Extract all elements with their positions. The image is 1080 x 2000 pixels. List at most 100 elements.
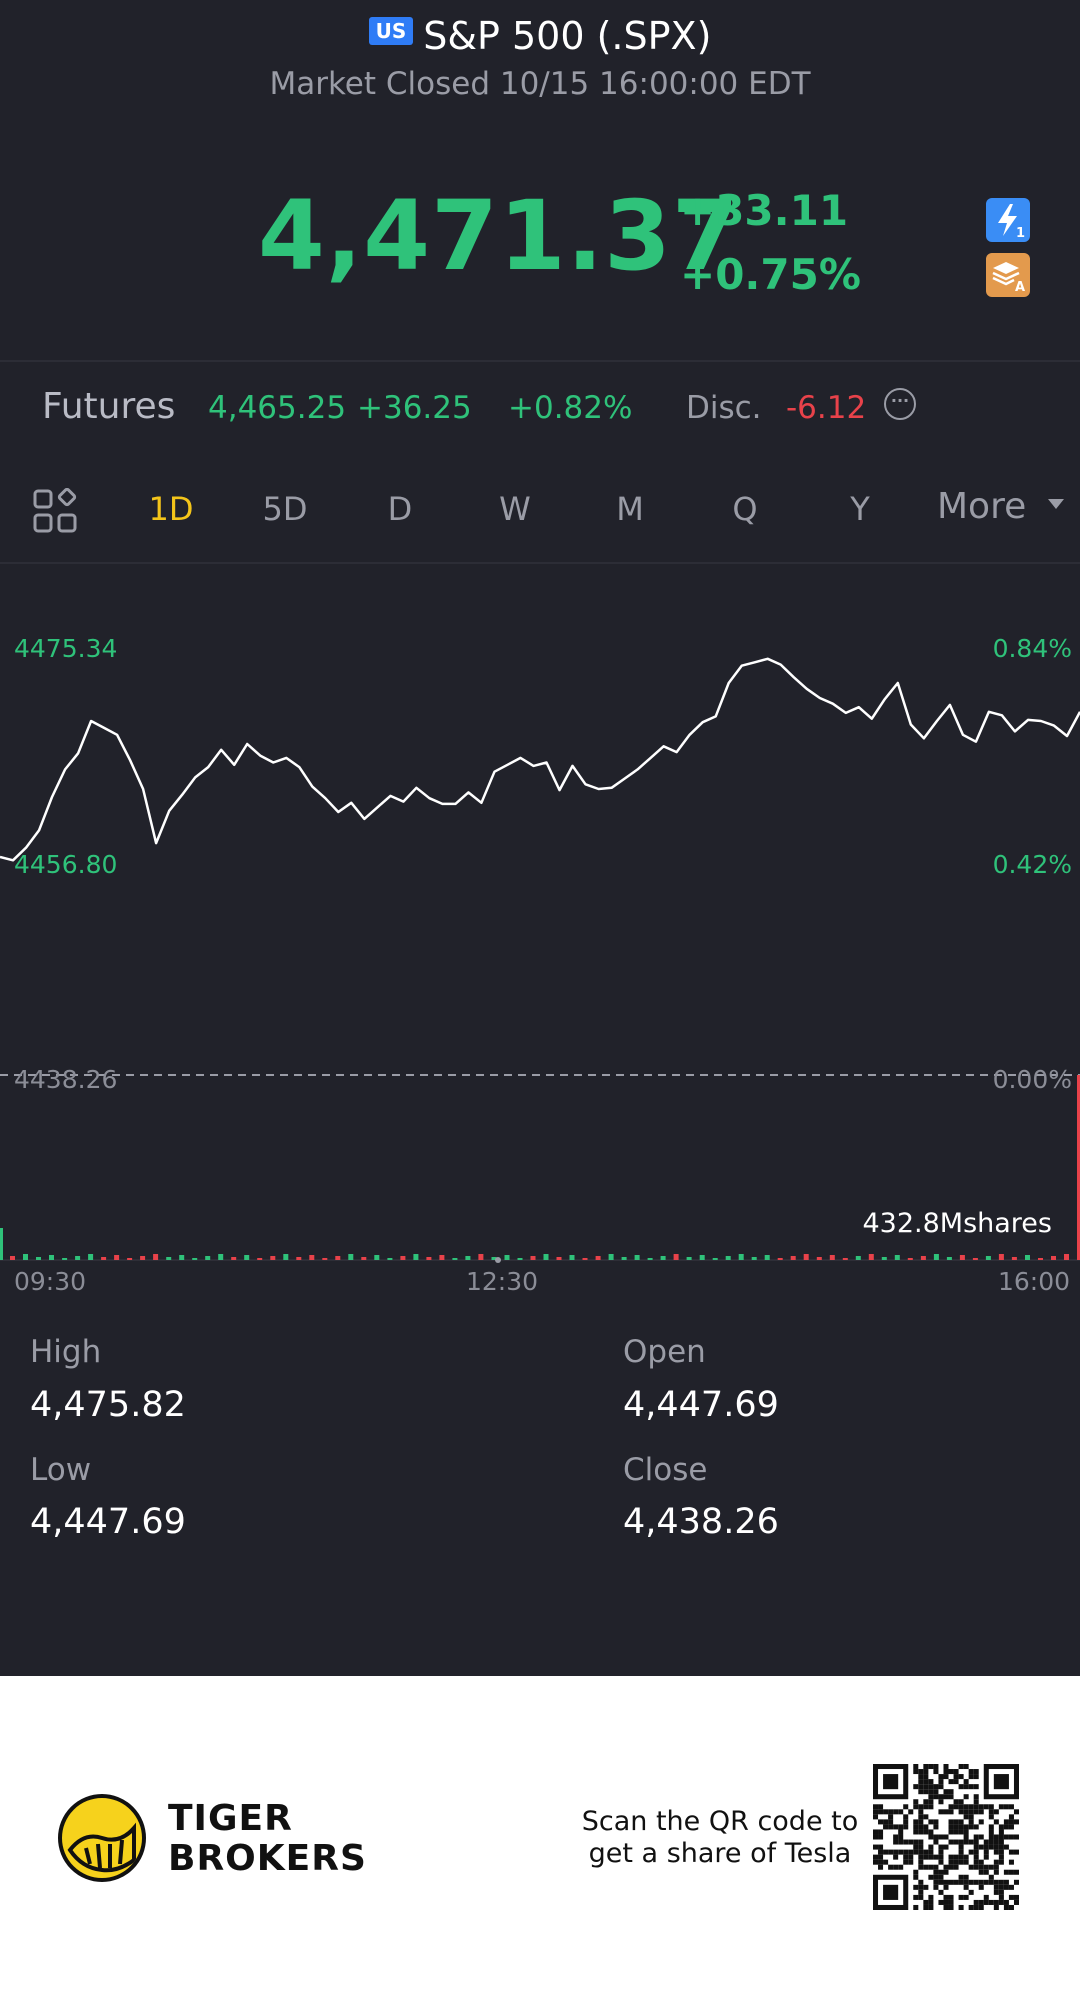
last-price: 4,471.37 [258,180,740,292]
grid-layout-icon[interactable] [32,488,78,534]
volume-bar [686,1257,692,1260]
volume-bar [907,1258,913,1260]
volume-bar [244,1255,250,1260]
market-badge: US [368,17,414,45]
volume-bar [478,1254,484,1260]
price-change: +33.11 [680,186,849,235]
volume-bar [322,1258,328,1260]
volume-bar [855,1256,861,1260]
market-status: Market Closed 10/15 16:00:00 EDT [269,66,811,102]
y-tick-left-mid: 4456.80 [14,850,118,879]
volume-bar [205,1256,211,1260]
futures-price: 4,465.25 [208,390,347,426]
volume-bar [777,1258,783,1260]
volume-bar [75,1256,81,1260]
qr-code-icon [873,1764,1019,1910]
volume-bar [582,1258,588,1260]
volume-bar [62,1258,68,1260]
futures-label: Futures [42,386,176,427]
volume-bar [465,1256,471,1260]
stack-a-icon[interactable]: A [986,253,1030,297]
volume-bar [894,1255,900,1260]
volume-bar [231,1257,237,1260]
volume-bar [491,1257,497,1260]
volume-bar [660,1256,666,1260]
volume-bar [621,1257,627,1260]
title-row: US S&P 500 (.SPX) [0,14,1080,58]
volume-bar [816,1257,822,1260]
discount-label: Disc. [686,390,762,426]
open-label: Open [623,1334,706,1370]
volume-bar [764,1255,770,1260]
volume-bar [1025,1255,1030,1260]
y-tick-left-high: 4475.34 [14,634,118,663]
volume-bar [413,1254,419,1260]
tab-year[interactable]: Y [850,490,870,528]
ellipsis-circle-icon[interactable]: ··· [884,388,916,420]
volume-bar [452,1258,458,1260]
scan-text-line2: get a share of Tesla [588,1838,852,1869]
volume-bar [439,1255,445,1260]
close-value: 4,438.26 [623,1502,779,1542]
svg-text:A: A [1015,280,1025,295]
volume-bar [595,1256,601,1260]
volume-bar [829,1255,835,1260]
volume-bar [946,1257,952,1260]
quote-screen: US S&P 500 (.SPX) Market Closed 10/15 16:… [0,0,1080,1676]
chevron-down-icon[interactable] [1048,499,1064,509]
volume-bar [556,1257,562,1260]
volume-bar [738,1254,744,1260]
y-tick-right-mid: 0.42% [992,850,1072,879]
tab-5d[interactable]: 5D [262,490,308,528]
y-tick-right-base: 0.00% [992,1065,1072,1094]
volume-bar [985,1256,991,1260]
volume-bar [972,1258,978,1260]
volume-bar [569,1255,575,1260]
volume-bar [543,1254,549,1260]
tab-day[interactable]: D [387,490,413,528]
tab-1d[interactable]: 1D [148,490,194,528]
intraday-chart[interactable]: 4475.34 4456.80 4438.26 0.84% 0.42% 0.00… [0,560,1080,1300]
volume-bar [504,1255,510,1260]
header: US S&P 500 (.SPX) Market Closed 10/15 16:… [0,0,1080,110]
volume-bar [257,1258,263,1260]
price-area: 4,471.37 +33.11 +0.75% 1 A [0,110,1080,362]
volume-bar [49,1255,54,1260]
tab-month[interactable]: M [616,490,644,528]
x-tick-open: 09:30 [14,1267,87,1296]
stats-panel: High 4,475.82 Open 4,447.69 Low 4,447.69… [0,1320,1080,1570]
svg-text:1: 1 [1016,226,1025,241]
volume-bar [881,1257,887,1260]
volume-bar [673,1254,679,1260]
volume-bar [153,1254,159,1260]
volume-bar [1064,1254,1069,1260]
close-label: Close [623,1452,708,1488]
volume-bar [101,1257,107,1260]
volume-bar [361,1257,367,1260]
lightning-level-1-icon[interactable]: 1 [986,198,1030,242]
futures-row[interactable]: Futures 4,465.25 +36.25 +0.82% Disc. -6.… [0,360,1080,460]
volume-bar [114,1255,120,1260]
volume-bar [387,1258,393,1260]
volume-bar [608,1254,614,1260]
volume-bar [23,1254,28,1260]
volume-bar [517,1258,523,1260]
tab-more[interactable]: More [937,486,1027,527]
volume-bar [725,1256,731,1260]
tab-quarter[interactable]: Q [732,490,758,528]
volume-bar [283,1254,289,1260]
volume-bar [270,1256,276,1260]
high-label: High [30,1334,102,1370]
volume-bar [348,1254,354,1260]
tab-week[interactable]: W [499,490,531,528]
volume-bar [374,1255,380,1260]
low-label: Low [30,1452,92,1488]
volume-bar [868,1254,874,1260]
futures-change-percent: +0.82% [508,390,633,426]
brand-name-line1: TIGER [168,1798,293,1839]
volume-bar [842,1258,848,1260]
volume-bar [998,1254,1004,1260]
y-tick-left-base: 4438.26 [14,1065,118,1094]
volume-bar [140,1256,146,1260]
volume-bar [920,1256,926,1260]
